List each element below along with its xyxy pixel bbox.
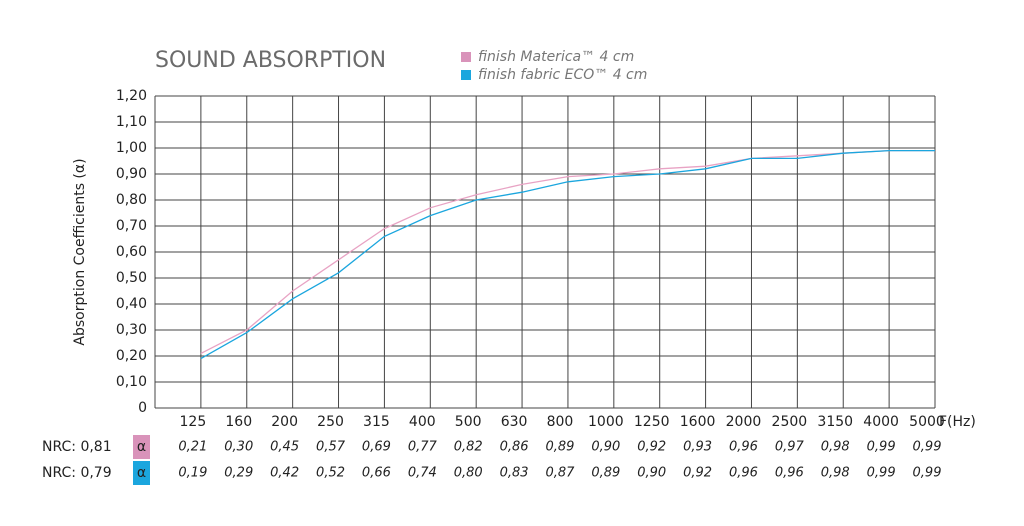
value-label: 0,42 <box>270 466 299 481</box>
x-tick-label: 3150 <box>817 414 853 430</box>
x-tick-label: 160 <box>225 414 252 430</box>
symbol: α <box>137 465 146 481</box>
value-label: 0,99 <box>913 466 942 481</box>
y-tick-label: 0,30 <box>116 322 147 338</box>
x-axis-label: F(Hz) <box>939 414 976 430</box>
y-tick-label: 1,20 <box>116 88 147 104</box>
value-label: 0,77 <box>408 440 438 455</box>
y-tick-label: 0,10 <box>116 374 147 390</box>
y-tick-label: 0,60 <box>116 244 147 260</box>
x-tick-label: 200 <box>271 414 298 430</box>
x-tick-label: 630 <box>501 414 528 430</box>
legend-label: finish fabric ECO™ 4 cm <box>478 67 647 83</box>
x-tick-label: 800 <box>547 414 574 430</box>
x-tick-label: 2000 <box>726 414 762 430</box>
x-tick-label: 1000 <box>588 414 624 430</box>
x-tick-label: 315 <box>363 414 390 430</box>
value-label: 0,19 <box>178 466 207 481</box>
value-label: 0,57 <box>316 440 346 455</box>
value-label: 0,82 <box>454 440 483 455</box>
y-tick-label: 0 <box>138 400 147 416</box>
value-label: 0,83 <box>500 466 529 481</box>
value-label: 0,99 <box>867 440 896 455</box>
nrc-label: NRC: 0,81 <box>42 439 112 455</box>
value-label: 0,29 <box>224 466 253 481</box>
value-label: 0,98 <box>821 440 850 455</box>
value-label: 0,92 <box>637 440 666 455</box>
value-label: 0,74 <box>408 466 437 481</box>
x-tick-label: 250 <box>317 414 344 430</box>
y-axis-label: Absorption Coefficients (α) <box>72 158 88 345</box>
value-label: 0,96 <box>775 466 804 481</box>
y-tick-label: 0,20 <box>116 348 147 364</box>
value-label: 0,90 <box>637 466 666 481</box>
value-label: 0,96 <box>729 440 758 455</box>
legend-swatch <box>461 70 471 80</box>
value-label: 0,99 <box>867 466 896 481</box>
x-tick-label: 400 <box>409 414 436 430</box>
symbol-box <box>133 435 150 459</box>
value-label: 0,99 <box>913 440 942 455</box>
value-label: 0,66 <box>362 466 391 481</box>
value-label: 0,21 <box>178 440 207 455</box>
y-tick-label: 0,50 <box>116 270 147 286</box>
symbol-box <box>133 461 150 485</box>
value-label: 0,97 <box>775 440 805 455</box>
value-label: 0,87 <box>545 466 575 481</box>
nrc-label: NRC: 0,79 <box>42 465 112 481</box>
value-label: 0,89 <box>545 440 574 455</box>
value-label: 0,92 <box>683 466 712 481</box>
y-tick-label: 1,00 <box>116 140 147 156</box>
value-label: 0,80 <box>454 466 483 481</box>
value-label: 0,89 <box>591 466 620 481</box>
value-label: 0,86 <box>500 440 529 455</box>
x-tick-label: 125 <box>180 414 207 430</box>
y-tick-label: 1,10 <box>116 114 147 130</box>
y-tick-label: 0,90 <box>116 166 147 182</box>
symbol: α <box>137 439 146 455</box>
legend-swatch <box>461 52 471 62</box>
x-tick-label: 2500 <box>772 414 808 430</box>
value-label: 0,52 <box>316 466 345 481</box>
y-tick-label: 0,70 <box>116 218 147 234</box>
value-label: 0,96 <box>729 466 758 481</box>
series-line <box>200 149 935 360</box>
value-label: 0,98 <box>821 466 850 481</box>
value-label: 0,30 <box>224 440 253 455</box>
chart-title: SOUND ABSORPTION <box>155 48 386 73</box>
y-tick-label: 0,40 <box>116 296 147 312</box>
legend-label: finish Materica™ 4 cm <box>478 49 634 65</box>
y-tick-label: 0,80 <box>116 192 147 208</box>
x-tick-label: 1250 <box>634 414 670 430</box>
value-label: 0,93 <box>683 440 712 455</box>
x-tick-label: 5000 <box>909 414 945 430</box>
series-line <box>200 149 935 354</box>
x-tick-label: 1600 <box>680 414 716 430</box>
x-tick-label: 4000 <box>863 414 899 430</box>
value-label: 0,45 <box>270 440 299 455</box>
x-tick-label: 500 <box>455 414 482 430</box>
value-label: 0,90 <box>591 440 620 455</box>
value-label: 0,69 <box>362 440 391 455</box>
